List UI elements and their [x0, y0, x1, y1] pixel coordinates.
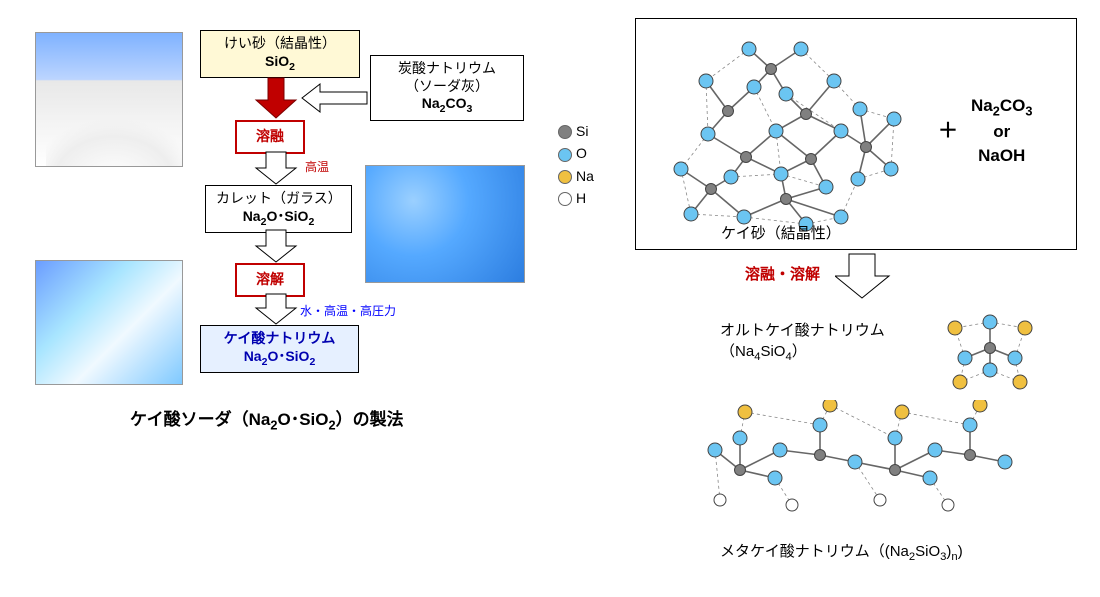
mol-silica: [636, 19, 936, 244]
mol-meta: [680, 400, 1040, 530]
legend-row: H: [558, 187, 594, 209]
legend-row: Na: [558, 165, 594, 187]
plus-sign: ＋: [938, 114, 958, 143]
legend-row: Si: [558, 120, 594, 142]
react-arrow: [835, 252, 895, 300]
legend-dot-na: [558, 170, 572, 184]
legend-dot-si: [558, 125, 572, 139]
mol-ortho: [935, 300, 1055, 410]
legend-dot-o: [558, 148, 572, 162]
silica-panel: ケイ砂（結晶性） ＋ Na2CO3orNaOH: [635, 18, 1077, 250]
reagent: Na2CO3orNaOH: [971, 94, 1032, 168]
silica-panel-caption: ケイ砂（結晶性）: [721, 222, 841, 243]
process-arrows: [0, 0, 620, 420]
react-arrow-label: 溶融・溶解: [745, 263, 820, 284]
legend: Si O Na H: [558, 120, 594, 210]
meta-label: メタケイ酸ナトリウム（(Na2SiO3)n): [720, 540, 963, 563]
legend-row: O: [558, 142, 594, 164]
ortho-label: オルトケイ酸ナトリウム （Na4SiO4）: [720, 320, 885, 366]
legend-dot-h: [558, 192, 572, 206]
